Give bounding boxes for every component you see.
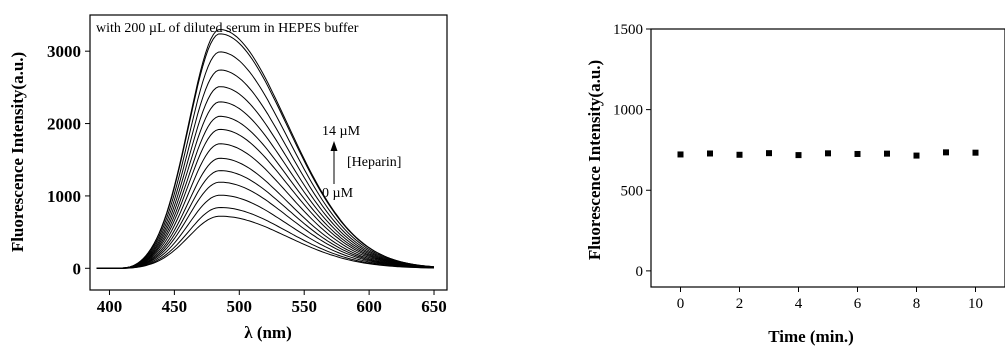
time-point-9 bbox=[943, 149, 949, 156]
time-point-4 bbox=[795, 152, 802, 159]
left-x-tick-label: 550 bbox=[291, 297, 317, 316]
left-x-axis-title: λ (nm) bbox=[244, 323, 292, 342]
left-x-tick-label: 400 bbox=[97, 297, 123, 316]
left-x-ticks: 400 450 500 550 600 650 bbox=[97, 290, 447, 316]
left-chart: 400 450 500 550 600 650 0 1000 2000 3000 with 20… bbox=[8, 14, 448, 342]
spectrum-line-4 bbox=[96, 170, 435, 269]
time-point-6 bbox=[854, 150, 861, 157]
left-annotation: with 200 µL of diluted serum in HEPES bu… bbox=[96, 21, 359, 36]
right-y-ticks: 0 500 1000 1500 bbox=[613, 22, 651, 280]
spectrum-line-11 bbox=[96, 69, 435, 269]
spectrum-line-8 bbox=[96, 115, 435, 269]
heparin-arrow-head bbox=[330, 141, 338, 151]
right-y-tick-label: 500 bbox=[621, 183, 644, 199]
right-x-tick-label: 0 bbox=[677, 296, 685, 312]
time-point-2 bbox=[736, 151, 743, 158]
spectrum-line-3 bbox=[96, 181, 434, 269]
right-y-tick-label: 0 bbox=[636, 264, 644, 280]
time-point-0 bbox=[677, 151, 684, 158]
left-y-ticks: 0 1000 2000 3000 bbox=[47, 42, 90, 278]
left-y-tick-label: 1000 bbox=[47, 187, 81, 206]
right-y-axis-title: Fluorescence Intensity(a.u.) bbox=[585, 60, 604, 260]
spectrum-line-6 bbox=[96, 143, 435, 269]
left-x-tick-label: 500 bbox=[227, 297, 253, 316]
right-x-tick-label: 6 bbox=[854, 296, 862, 312]
right-x-tick-label: 4 bbox=[795, 296, 803, 312]
right-plot-frame bbox=[650, 28, 1005, 288]
spectrum-line-10 bbox=[96, 86, 435, 269]
spectrum-line-12 bbox=[96, 51, 435, 269]
spectrum-line-13 bbox=[96, 33, 435, 269]
right-points bbox=[677, 149, 979, 159]
spectrum-line-1 bbox=[96, 206, 435, 269]
spectrum-line-2 bbox=[96, 194, 434, 269]
right-x-tick-label: 8 bbox=[913, 296, 921, 312]
right-x-tick-label: 10 bbox=[968, 296, 983, 312]
time-point-3 bbox=[766, 150, 772, 157]
right-x-axis-title: Time (min.) bbox=[768, 327, 854, 346]
spectrum-line-7 bbox=[96, 128, 435, 269]
right-chart: 0 2 4 6 8 10 0 500 1000 1500 Time (min.) Fluores… bbox=[585, 22, 1005, 346]
left-plot-frame bbox=[89, 14, 448, 291]
left-y-tick-label: 2000 bbox=[47, 115, 81, 134]
time-point-7 bbox=[884, 150, 890, 157]
arrow-top-label: 14 µM bbox=[322, 124, 361, 139]
left-y-axis-title: Fluorescence Intensity(a.u.) bbox=[8, 52, 27, 252]
left-x-tick-label: 450 bbox=[162, 297, 188, 316]
right-x-tick-label: 2 bbox=[736, 296, 744, 312]
spectrum-line-0 bbox=[96, 215, 435, 269]
arrow-bottom-label: 0 µM bbox=[322, 186, 354, 201]
right-x-ticks: 0 2 4 6 8 10 bbox=[677, 287, 983, 312]
left-curves bbox=[96, 28, 435, 269]
time-point-10 bbox=[972, 149, 979, 156]
arrow-side-label: [Heparin] bbox=[347, 155, 401, 170]
left-x-tick-label: 600 bbox=[356, 297, 382, 316]
time-point-8 bbox=[913, 152, 920, 159]
left-x-tick-label: 650 bbox=[421, 297, 447, 316]
time-point-1 bbox=[707, 150, 713, 157]
right-y-tick-label: 1000 bbox=[613, 103, 643, 119]
left-y-tick-label: 3000 bbox=[47, 42, 81, 61]
spectrum-line-9 bbox=[96, 101, 435, 269]
right-y-tick-label: 1500 bbox=[613, 22, 643, 38]
time-point-5 bbox=[825, 150, 831, 157]
left-y-tick-label: 0 bbox=[73, 259, 82, 278]
spectrum-line-5 bbox=[96, 157, 435, 269]
spectrum-line-14 bbox=[96, 28, 435, 269]
